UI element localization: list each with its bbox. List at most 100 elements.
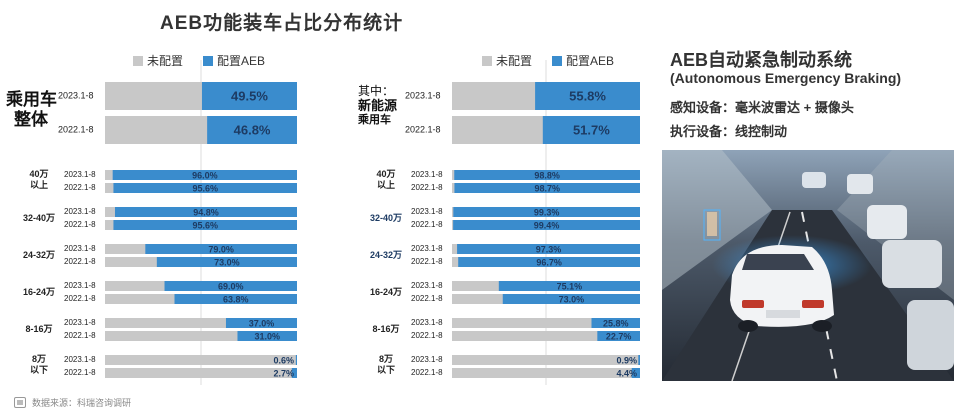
cat4-1-value-label: 31.0% bbox=[254, 331, 280, 341]
period-label: 2023.1-8 bbox=[64, 281, 96, 290]
category-label: 40万 以上 bbox=[22, 169, 56, 192]
data-source: 数据来源：科瑞咨询调研 bbox=[14, 396, 131, 409]
legend-swatch-gray bbox=[482, 55, 492, 66]
cat4-0-blue-bar bbox=[591, 318, 640, 328]
period-label: 2023.1-8 bbox=[64, 207, 96, 216]
cat4-1-value-label: 22.7% bbox=[606, 331, 632, 341]
cat3-1-value-label: 73.0% bbox=[559, 294, 585, 304]
cat5-1-gray-bar bbox=[452, 368, 640, 378]
period-label: 2022.1-8 bbox=[64, 294, 96, 303]
cat4-0-value-label: 37.0% bbox=[249, 318, 275, 328]
cat5-1-value-label: 2.7% bbox=[273, 368, 294, 378]
cat4-1-blue-bar bbox=[597, 331, 640, 341]
period-label: 2023.1-8 bbox=[64, 170, 96, 179]
cat3-1-blue-bar bbox=[174, 294, 297, 304]
legend-item-aeb: 配置AEB bbox=[552, 52, 614, 69]
overall-0-blue-bar bbox=[535, 82, 640, 110]
overall-1-blue-bar bbox=[542, 116, 640, 144]
chart-title: AEB功能装车占比分布统计 bbox=[160, 13, 404, 34]
period-label: 2022.1-8 bbox=[64, 368, 96, 377]
cat0-1-blue-bar bbox=[113, 183, 297, 193]
period-label: 2023.1-8 bbox=[411, 244, 443, 253]
legend-swatch-blue bbox=[203, 55, 214, 66]
period-label: 2023.1-8 bbox=[64, 355, 96, 364]
overall-1-value-label: 46.8% bbox=[234, 122, 271, 137]
overall-0-blue-bar bbox=[201, 82, 297, 110]
legend-left: 未配置 配置AEB bbox=[133, 52, 265, 69]
legend-item-unconfigured: 未配置 bbox=[482, 52, 532, 69]
cat2-0-blue-bar bbox=[457, 244, 640, 254]
cat1-0-blue-bar bbox=[114, 207, 297, 217]
category-label-line1: 8-16万 bbox=[372, 324, 400, 334]
category-label: 24-32万 bbox=[369, 250, 403, 261]
cat2-1-blue-bar bbox=[458, 257, 640, 267]
cat5-1-value-label: 4.4% bbox=[616, 368, 637, 378]
cat5-0-gray-bar bbox=[452, 355, 640, 365]
period-label: 2022.1-8 bbox=[411, 183, 443, 192]
period-label: 2022.1-8 bbox=[64, 257, 96, 266]
category-label-line1: 16-24万 bbox=[22, 287, 56, 297]
actuation-equipment-text: 执行设备：线控制动 bbox=[670, 124, 788, 139]
period-label: 2022.1-8 bbox=[64, 220, 96, 229]
right-panel-title: AEB自动紧急制动系统 bbox=[670, 50, 853, 70]
cat1-1-value-label: 95.6% bbox=[192, 220, 218, 230]
period-label: 2023.1-8 bbox=[411, 355, 443, 364]
period-label: 2023.1-8 bbox=[64, 244, 96, 253]
cat5-0-gray-bar bbox=[105, 355, 297, 365]
category-label-line2: 以下 bbox=[29, 365, 48, 376]
period-label: 2023.1-8 bbox=[411, 318, 443, 327]
category-label-line1: 40万 bbox=[376, 169, 396, 179]
legend-swatch-blue bbox=[552, 55, 563, 66]
cat0-1-value-label: 95.6% bbox=[192, 183, 218, 193]
period-label: 2023.1-8 bbox=[58, 90, 94, 100]
cat2-1-value-label: 96.7% bbox=[536, 257, 562, 267]
category-label-line2: 以上 bbox=[29, 180, 48, 191]
cat1-0-blue-bar bbox=[453, 207, 640, 217]
cat4-0-blue-bar bbox=[225, 318, 297, 328]
legend-item-aeb: 配置AEB bbox=[203, 52, 265, 69]
source-icon bbox=[14, 397, 26, 408]
cat5-0-value-label: 0.6% bbox=[273, 355, 294, 365]
category-label: 16-24万 bbox=[22, 287, 56, 298]
category-label: 8万 以下 bbox=[369, 354, 403, 377]
cat5-0-blue-bar bbox=[638, 355, 640, 365]
category-label: 32-40万 bbox=[22, 213, 56, 224]
cat2-0-blue-bar bbox=[145, 244, 297, 254]
cat4-1-gray-bar bbox=[105, 331, 297, 341]
period-label: 2022.1-8 bbox=[64, 183, 96, 192]
period-label: 2023.1-8 bbox=[411, 207, 443, 216]
cat4-1-blue-bar bbox=[237, 331, 297, 341]
period-label: 2022.1-8 bbox=[411, 331, 443, 340]
category-label: 8-16万 bbox=[22, 324, 56, 335]
cat2-0-value-label: 79.0% bbox=[208, 244, 234, 254]
cat2-1-value-label: 73.0% bbox=[214, 257, 240, 267]
cat4-1-gray-bar bbox=[452, 331, 640, 341]
cat4-0-gray-bar bbox=[452, 318, 640, 328]
category-label: 16-24万 bbox=[369, 287, 403, 298]
category-label-line1: 8万 bbox=[31, 354, 46, 364]
cat1-1-value-label: 99.4% bbox=[534, 220, 560, 230]
right-panel-subtitle: (Autonomous Emergency Braking) bbox=[670, 70, 902, 86]
cat5-1-blue-bar bbox=[291, 368, 297, 378]
right-group-label: 其中： 新能源 乘用车 bbox=[358, 84, 398, 126]
legend-swatch-gray bbox=[133, 55, 143, 66]
category-label-line1: 40万 bbox=[29, 169, 49, 179]
period-label: 2023.1-8 bbox=[405, 90, 441, 100]
category-label-line1: 8-16万 bbox=[25, 324, 53, 334]
sensing-equipment-text: 感知设备：毫米波雷达 + 摄像头 bbox=[670, 100, 854, 115]
cat3-0-blue-bar bbox=[498, 281, 640, 291]
cat0-1-value-label: 98.7% bbox=[534, 183, 560, 193]
category-label-line1: 32-40万 bbox=[369, 213, 403, 223]
cat4-0-gray-bar bbox=[105, 318, 297, 328]
cat0-0-value-label: 96.0% bbox=[192, 170, 218, 180]
cat5-0-value-label: 0.9% bbox=[616, 355, 637, 365]
cat3-1-blue-bar bbox=[502, 294, 640, 304]
period-label: 2023.1-8 bbox=[411, 170, 443, 179]
cat3-0-value-label: 75.1% bbox=[557, 281, 583, 291]
cat1-1-blue-bar bbox=[453, 220, 640, 230]
cat3-0-value-label: 69.0% bbox=[218, 281, 244, 291]
period-label: 2022.1-8 bbox=[411, 257, 443, 266]
cat2-0-value-label: 97.3% bbox=[536, 244, 562, 254]
legend-item-unconfigured: 未配置 bbox=[133, 52, 183, 69]
